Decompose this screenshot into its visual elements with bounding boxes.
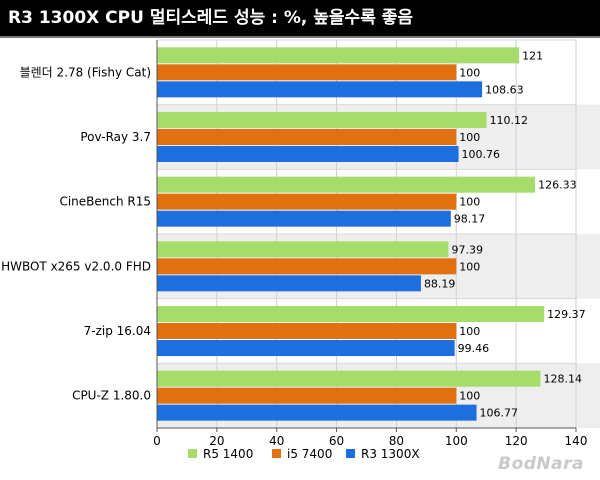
category-label: CineBench R15	[59, 195, 151, 209]
x-tick-label: 80	[389, 434, 404, 448]
category-label: 블렌더 2.78 (Fishy Cat)	[20, 65, 151, 79]
x-tick-label: 120	[505, 434, 528, 448]
bar	[157, 306, 545, 322]
data-label: 100	[459, 66, 480, 79]
data-label: 126.33	[538, 179, 577, 192]
data-label: 100	[459, 196, 480, 209]
data-label: 100	[459, 390, 480, 403]
x-tick-label: 140	[565, 434, 588, 448]
bar	[157, 404, 477, 421]
bar	[157, 47, 520, 64]
bar	[157, 275, 421, 292]
data-label: 88.19	[424, 277, 456, 290]
legend-label: R5 1400	[203, 447, 253, 461]
data-label: 100	[459, 131, 480, 144]
data-label: 100	[459, 260, 480, 273]
data-label: 98.17	[454, 213, 486, 226]
bar	[157, 323, 457, 339]
category-label: HWBOT x265 v2.0.0 FHD	[1, 259, 151, 273]
watermark-logo: BodNara	[498, 454, 584, 474]
bar	[157, 241, 449, 258]
legend-label: i5 7400	[287, 447, 332, 461]
bar	[157, 370, 541, 387]
x-tick-label: 0	[153, 434, 161, 448]
bar	[157, 129, 457, 145]
data-label: 128.14	[544, 373, 583, 386]
bar	[157, 210, 451, 227]
data-label: 106.77	[480, 407, 519, 420]
x-tick-label: 100	[445, 434, 468, 448]
data-label: 100.76	[462, 148, 501, 161]
category-label: Pov-Ray 3.7	[80, 130, 151, 144]
data-label: 99.46	[458, 342, 490, 355]
legend-swatch	[188, 449, 197, 458]
legend-swatch	[346, 449, 355, 458]
bar	[157, 387, 457, 404]
legend-swatch	[272, 449, 281, 458]
bar	[157, 64, 457, 81]
data-label: 100	[459, 325, 480, 338]
title-divider	[0, 36, 600, 38]
legend-label: R3 1300X	[361, 447, 420, 461]
x-tick-label: 60	[329, 434, 344, 448]
x-tick-label: 20	[209, 434, 224, 448]
data-label: 108.63	[485, 83, 524, 96]
bar	[157, 81, 483, 98]
chart-title: R3 1300X CPU 멀티스레드 성능 : %, 높을수록 좋음	[0, 0, 600, 36]
category-label: 7-zip 16.04	[84, 324, 151, 338]
bar	[157, 176, 536, 193]
bar	[157, 112, 487, 128]
data-label: 121	[522, 49, 543, 62]
bar	[157, 146, 459, 162]
bar	[157, 340, 455, 356]
data-label: 97.39	[451, 243, 483, 256]
bar	[157, 258, 457, 275]
category-label: CPU-Z 1.80.0	[72, 389, 151, 403]
data-label: 129.37	[547, 308, 586, 321]
bar	[157, 193, 457, 210]
x-tick-label: 40	[269, 434, 284, 448]
data-label: 110.12	[490, 114, 529, 127]
